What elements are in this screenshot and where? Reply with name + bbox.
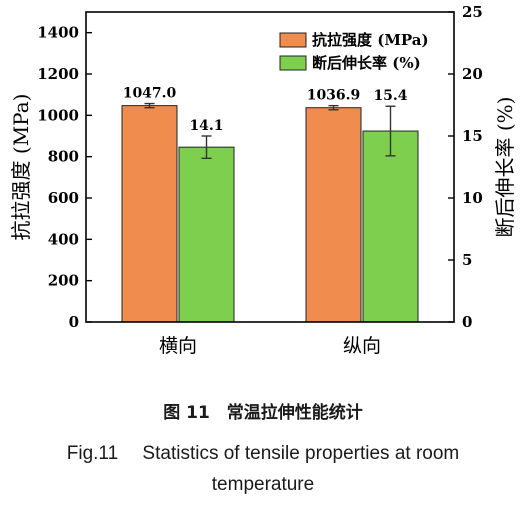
legend-swatch-strength bbox=[279, 32, 307, 48]
bar bbox=[362, 130, 419, 323]
x-tick-label: 横向 bbox=[159, 335, 197, 357]
figure-caption-en-line1: Fig.11 Statistics of tensile properties … bbox=[66, 443, 460, 464]
y-tick-label-left: 1000 bbox=[37, 106, 79, 124]
y-tick-label-left: 800 bbox=[48, 148, 79, 166]
y-tick-label-left: 400 bbox=[48, 230, 79, 248]
y-tick-label-right: 10 bbox=[462, 189, 483, 207]
bar bbox=[305, 107, 362, 323]
data-label: 15.4 bbox=[373, 88, 407, 104]
bar bbox=[121, 105, 178, 323]
y-axis-label-right: 断后伸长率 (%) bbox=[493, 97, 517, 238]
y-tick-label-left: 0 bbox=[69, 313, 79, 331]
data-label: 14.1 bbox=[189, 118, 223, 134]
y-tick-label-right: 25 bbox=[462, 3, 483, 21]
bar bbox=[178, 146, 235, 323]
legend-label-strength: 抗拉强度 (MPa) bbox=[312, 31, 429, 49]
legend-label-elongation: 断后伸长率 (%) bbox=[312, 54, 421, 72]
y-tick-label-right: 0 bbox=[462, 313, 472, 331]
data-label: 1047.0 bbox=[123, 86, 177, 102]
legend: 抗拉强度 (MPa) 断后伸长率 (%) bbox=[279, 31, 429, 72]
data-label: 1036.9 bbox=[307, 88, 361, 104]
x-tick-label: 纵向 bbox=[343, 335, 381, 357]
y-tick-label-left: 200 bbox=[48, 272, 79, 290]
y-axis-label-left: 抗拉强度 (MPa) bbox=[9, 94, 33, 241]
plot-frame bbox=[85, 11, 455, 323]
y-tick-label-left: 600 bbox=[48, 189, 79, 207]
y-tick-label-left: 1200 bbox=[37, 65, 79, 83]
y-tick-label-right: 15 bbox=[462, 127, 483, 145]
y-tick-label-left: 1400 bbox=[37, 24, 79, 42]
y-tick-label-right: 20 bbox=[462, 65, 483, 83]
figure-caption-en-line2: temperature bbox=[211, 474, 315, 495]
y-tick-label-right: 5 bbox=[462, 251, 472, 269]
legend-swatch-elongation bbox=[279, 55, 307, 71]
figure-caption-cn: 图 11 常温拉伸性能统计 bbox=[163, 403, 363, 423]
